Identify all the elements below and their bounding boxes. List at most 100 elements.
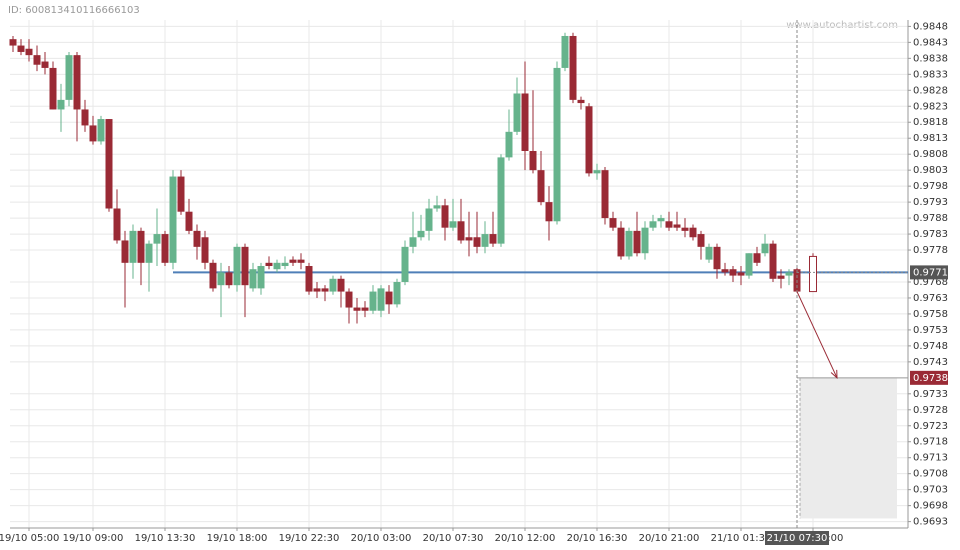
candle-body [313, 288, 321, 292]
candle-body [561, 35, 569, 68]
candle-body [641, 227, 649, 254]
candle-body [721, 269, 729, 273]
candle-body [321, 288, 329, 292]
x-tick-label: 19/10 09:00 [63, 533, 124, 544]
candle-body [489, 234, 497, 244]
candle-body [137, 230, 145, 263]
candle-body [729, 269, 737, 276]
candle-body [449, 221, 457, 228]
candle-body [577, 99, 585, 104]
candle-body [337, 278, 345, 292]
y-tick-label: 0.9828 [913, 85, 948, 96]
target-label-box [910, 370, 948, 385]
candle-body [209, 262, 217, 289]
y-tick-label: 0.9758 [913, 309, 948, 320]
candle-body [41, 61, 49, 68]
candle-body [593, 170, 601, 174]
y-tick-label: 0.9753 [913, 325, 948, 336]
y-tick-label: 0.9823 [913, 101, 948, 112]
y-tick-label: 0.9693 [913, 517, 948, 528]
candle-body [289, 259, 297, 263]
candle-body [441, 205, 449, 228]
candle-body [473, 237, 481, 247]
y-tick-label: 0.9743 [913, 357, 948, 368]
candle-body [369, 291, 377, 311]
candle-body [49, 67, 57, 110]
candle-body [689, 227, 697, 238]
candle-body [417, 230, 425, 238]
candle-body [785, 272, 793, 276]
candle-body [185, 211, 193, 231]
candle-body [569, 35, 577, 100]
candle-body [465, 237, 473, 241]
y-tick-label: 0.9708 [913, 469, 948, 480]
candle-body [649, 221, 657, 228]
x-tick-label: 20/10 03:00 [351, 533, 412, 544]
candle-body [609, 218, 617, 228]
x-tick-label: 19/10 18:00 [207, 533, 268, 544]
candle-body [145, 243, 153, 263]
candle-body [481, 234, 489, 247]
candle-body [129, 230, 137, 263]
candle-body [673, 224, 681, 228]
candle-body [249, 269, 257, 289]
x-tick-label: 20/10 21:00 [639, 533, 700, 544]
x-tick-label: 20/10 12:00 [495, 533, 556, 544]
price-label: 0.9771 [913, 267, 948, 278]
candle-body [425, 208, 433, 231]
candle-body [585, 106, 593, 174]
candle-body [537, 170, 545, 203]
y-tick-label: 0.9723 [913, 421, 948, 432]
y-tick-label: 0.9818 [913, 117, 948, 128]
candle-body [377, 288, 385, 311]
candle-body [705, 246, 713, 260]
candle-body [25, 48, 33, 56]
y-tick-label: 0.9793 [913, 197, 948, 208]
chart-id: ID: 600813410116666103 [8, 5, 140, 16]
candle-body [105, 119, 113, 209]
x-tick-label: 19/10 13:30 [135, 533, 196, 544]
candle-body [89, 125, 97, 142]
candle-body [169, 176, 177, 263]
candle-body [769, 243, 777, 279]
x-tick-label: 19/10 05:00 [0, 533, 59, 544]
candle-body [681, 227, 689, 231]
candle-body [697, 234, 705, 247]
candle-body [225, 272, 233, 286]
candle-body [529, 150, 537, 171]
time-label-box [765, 531, 829, 545]
candle-body [401, 246, 409, 282]
y-tick-label: 0.9838 [913, 53, 948, 64]
candle-body [281, 262, 289, 267]
y-tick-label: 0.9733 [913, 389, 948, 400]
candle-body [17, 45, 25, 52]
candle-body [761, 243, 769, 254]
candle-body [177, 176, 185, 212]
candle-body [297, 259, 305, 263]
candle-body [665, 221, 673, 228]
x-tick-label: 20/10 07:30 [423, 533, 484, 544]
candle-body [553, 67, 561, 222]
candle-body [505, 131, 513, 158]
candle-body [153, 234, 161, 244]
candle-body [385, 291, 393, 305]
price-label-box [910, 265, 948, 280]
candle-body [497, 157, 505, 244]
candle-body [713, 246, 721, 270]
candle-body [625, 230, 633, 257]
y-tick-label: 0.9813 [913, 133, 948, 144]
candle-body [161, 234, 169, 263]
y-tick-label: 0.9728 [913, 405, 948, 416]
target-zone [800, 377, 897, 519]
candle-body [345, 291, 353, 308]
candle-body [97, 119, 105, 142]
candle-body [81, 109, 89, 126]
forecast-arrow [796, 291, 838, 379]
candle-body [305, 266, 313, 292]
candle-body [241, 246, 249, 286]
x-tick-label: 20/10 16:30 [567, 533, 628, 544]
y-tick-label: 0.9808 [913, 149, 948, 160]
crosshair-time-label: 21/10 07:30 [767, 533, 828, 544]
candle-body [201, 237, 209, 263]
y-tick-label: 0.9783 [913, 229, 948, 240]
